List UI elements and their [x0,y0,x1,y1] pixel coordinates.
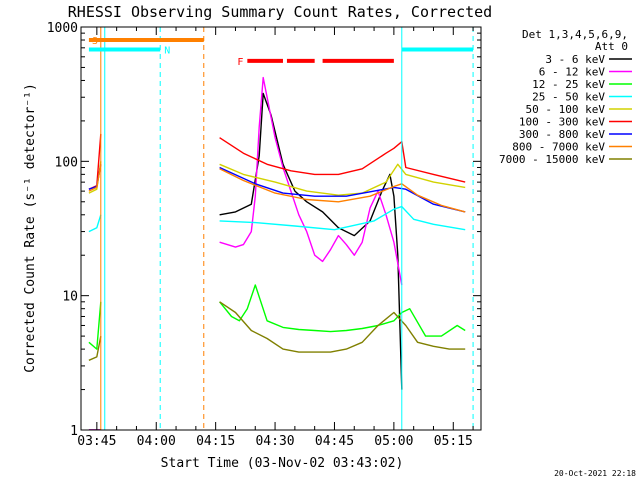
y-axis-label: Corrected Count Rate (s⁻¹ detector⁻¹) [23,83,38,373]
x-tick-label-0: 03:45 [77,434,116,449]
footer-timestamp: 20-Oct-2021 22:18 [554,469,636,478]
series-line-0 [88,92,403,430]
legend-label-2: 12 - 25 keV [532,78,605,91]
state-bar-label-N: N [164,45,170,56]
legend-label-1: 6 - 12 keV [539,66,606,79]
legend-label-8: 7000 - 15000 keV [499,153,605,166]
legend-label-0: 3 - 6 keV [545,53,605,66]
x-tick-label-1: 04:00 [137,434,176,449]
legend-label-3: 25 - 50 keV [532,91,605,104]
y-tick-label-1: 10 [62,290,78,305]
series-line-7 [88,164,466,213]
y-tick-label-2: 100 [55,155,78,170]
x-axis: 03:45 04:00 04:15 04:30 04:45 05:00 05:15 [77,27,474,449]
x-tick-label-4: 04:45 [315,434,354,449]
legend-header-1: Att 0 [595,40,628,53]
series-line-3 [88,205,466,233]
legend-label-6: 300 - 800 keV [519,128,605,141]
state-bar-label-F: F [237,57,243,68]
legend-label-7: 800 - 7000 keV [512,141,605,154]
marker-layer: S N F [88,27,474,430]
legend-header-0: Det 1,3,4,5,6,9, [522,28,628,41]
state-bar-label-S: S [92,36,98,47]
y-tick-label-0: 1 [70,424,78,439]
x-tick-label-5: 05:00 [374,434,413,449]
series-layer [88,76,466,430]
x-tick-label-6: 05:15 [434,434,473,449]
x-tick-label-3: 04:30 [255,434,294,449]
legend-label-5: 100 - 300 keV [519,116,605,129]
series-line-1 [88,76,403,430]
y-axis: 1 10 100 1000 [47,21,481,439]
series-line-8 [88,301,466,361]
x-axis-label: Start Time (03-Nov-02 03:43:02) [161,456,404,471]
plot-frame [80,26,482,431]
x-tick-label-2: 04:15 [196,434,235,449]
series-line-2 [88,284,466,350]
chart-title: RHESSI Observing Summary Count Rates, Co… [68,3,492,21]
y-tick-label-3: 1000 [47,21,78,36]
legend-label-4: 50 - 100 keV [526,103,606,116]
